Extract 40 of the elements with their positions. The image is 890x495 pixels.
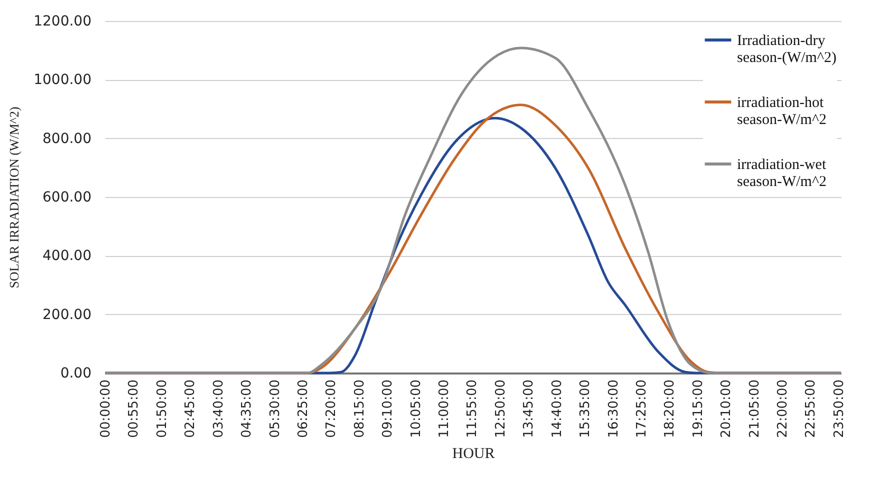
y-tick-label: 400.00 <box>42 248 92 264</box>
x-axis-title: HOUR <box>452 446 495 462</box>
x-tick-label: 21:05:00 <box>747 380 762 438</box>
y-tick-label: 200.00 <box>42 306 92 323</box>
legend-label: Irradiation-dry season-(W/m^2) <box>737 33 837 66</box>
x-tick-label: 00:00:00 <box>98 380 114 438</box>
x-tick-label: 15:35:00 <box>578 380 594 438</box>
x-tick-label: 20:10:00 <box>719 380 734 438</box>
x-tick-label: 11:55:00 <box>465 380 480 438</box>
x-tick-label: 11:00:00 <box>437 380 452 438</box>
x-tick-label: 23:50:00 <box>832 380 847 438</box>
x-tick-label: 22:55:00 <box>804 380 819 438</box>
x-tick-label: 00:55:00 <box>126 380 142 438</box>
x-tick-label: 06:25:00 <box>296 380 311 438</box>
x-tick-label: 05:30:00 <box>268 380 283 438</box>
x-tick-label: 16:30:00 <box>606 380 622 438</box>
y-tick-label: 800.00 <box>42 130 92 147</box>
x-tick-label: 12:50:00 <box>493 380 508 438</box>
x-tick-label: 13:45:00 <box>522 380 537 438</box>
x-tick-label: 01:50:00 <box>154 380 170 438</box>
line-series <box>104 46 842 374</box>
x-tick-label: 14:40:00 <box>550 380 565 438</box>
x-tick-label: 03:40:00 <box>211 380 226 438</box>
x-tick-label: 02:45:00 <box>183 380 198 438</box>
x-tick-label: 18:20:00 <box>662 380 678 438</box>
x-tick-label: 22:00:00 <box>776 380 791 438</box>
legend-label: irradiation-wet season-W/m^2 <box>737 157 827 190</box>
x-tick-label: 07:20:00 <box>324 380 340 438</box>
x-tick-label: 17:25:00 <box>634 380 650 438</box>
x-tick-label: 04:35:00 <box>240 380 255 438</box>
x-tick-label: 10:05:00 <box>408 380 424 438</box>
y-tick-label: 1200.00 <box>34 14 92 30</box>
y-axis-title: SOLAR IRRADIATION (W/M^2) <box>6 106 22 288</box>
y-tick-label: 600.00 <box>42 190 92 206</box>
x-tick-label: 19:15:00 <box>690 380 706 438</box>
x-tick-label: 09:10:00 <box>380 380 396 438</box>
y-tick-label: 1000.00 <box>34 72 92 88</box>
y-tick-label: 0.00 <box>60 366 92 382</box>
legend-label: irradiation-hot season-W/m^2 <box>737 95 827 128</box>
x-tick-label: 08:15:00 <box>352 380 368 438</box>
